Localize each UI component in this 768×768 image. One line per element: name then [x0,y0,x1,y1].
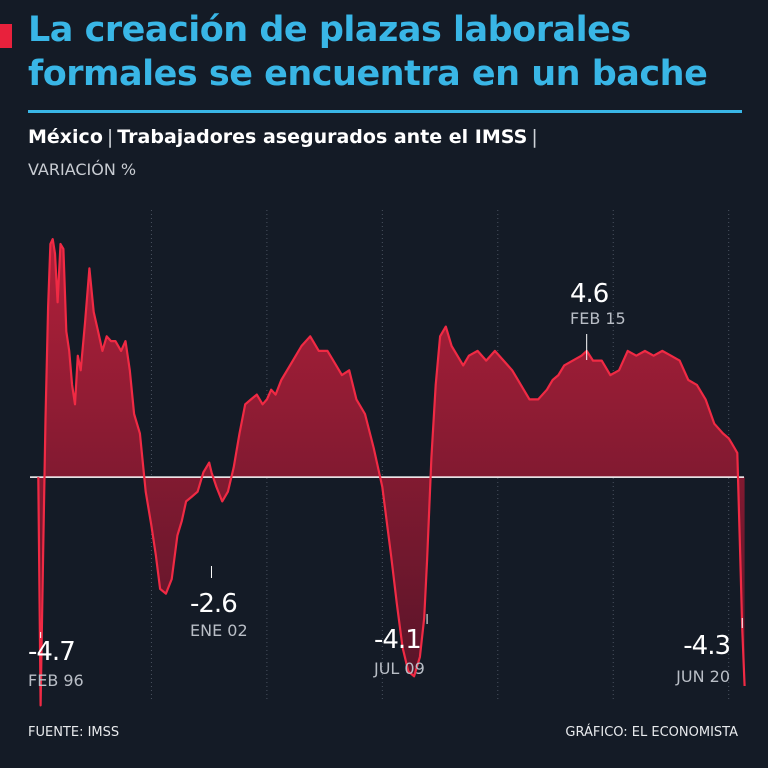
title-accent-bar [0,24,12,48]
source-note: FUENTE: IMSS [28,725,120,740]
annotation-date: FEB 15 [570,309,626,328]
annotation-value: -4.3 [683,631,730,661]
subtitle-series: Trabajadores asegurados ante el IMSS [117,126,528,148]
y-axis-label: VARIACIÓN % [28,160,137,179]
annotation-date: JUN 20 [675,667,730,686]
series-area [38,239,745,706]
chart-title: La creación de plazas laborales formales… [28,10,708,94]
annotation-value: 4.6 [570,279,608,309]
annotation-value: -4.1 [374,625,421,655]
credit-note: GRÁFICO: EL ECONOMISTA [565,725,738,740]
annotation-date: FEB 96 [28,671,84,690]
annotation-value: -2.6 [190,589,237,619]
annotation-date: ENE 02 [190,621,248,640]
subtitle-separator-end: | [531,126,538,148]
series-line [37,238,746,707]
chart-subtitle: México | Trabajadores asegurados ante el I… [28,126,542,148]
annotation-value: -4.7 [28,637,75,667]
annotation-date: JUL 09 [373,659,425,678]
title-rule [28,110,742,113]
subtitle-country: México [28,126,103,148]
subtitle-separator: | [106,126,114,148]
